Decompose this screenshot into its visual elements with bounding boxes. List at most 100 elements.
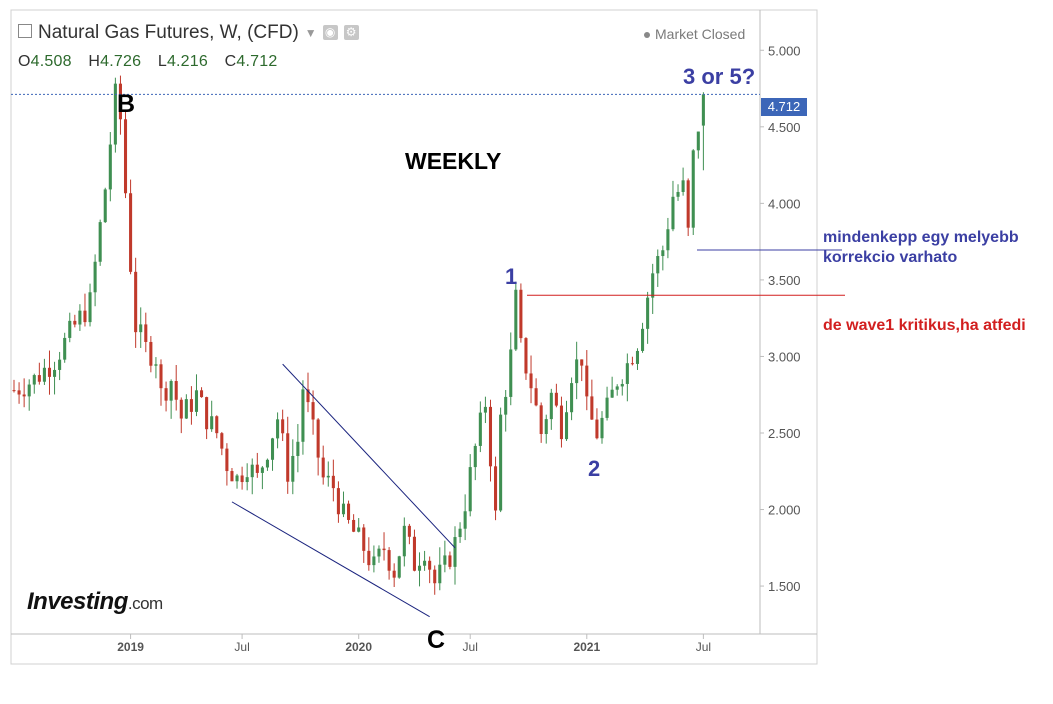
- candle-body: [585, 365, 589, 397]
- candle-body: [42, 367, 46, 382]
- candle-body: [47, 367, 52, 377]
- candle-body: [149, 341, 153, 366]
- candle-body: [488, 406, 493, 467]
- candle-body: [448, 555, 452, 567]
- candle-body: [174, 381, 178, 400]
- candle-body: [200, 390, 204, 398]
- candle-body: [423, 560, 427, 566]
- candle-body: [671, 196, 675, 230]
- annotation-wave-2: 2: [588, 456, 601, 481]
- gear-icon[interactable]: ⚙: [343, 25, 359, 41]
- candle-body: [341, 503, 346, 515]
- annotation-wave-1: 1: [505, 264, 518, 289]
- candle-body: [483, 406, 487, 413]
- candle-body: [93, 261, 97, 293]
- candle-body: [570, 383, 574, 413]
- close-value: 4.712: [236, 53, 278, 70]
- annotation-note-wave1: de wave1 kritikus,ha atfedi: [823, 317, 1026, 334]
- y-tick-label: 4.000: [768, 196, 801, 211]
- candle-body: [463, 511, 467, 529]
- candle-body: [392, 570, 396, 578]
- annotation-wave-3-or-5: 3 or 5?: [683, 64, 756, 89]
- candle-body: [12, 390, 16, 392]
- candle-body: [321, 457, 325, 478]
- candle-body: [590, 396, 594, 420]
- high-value: 4.726: [100, 53, 142, 70]
- candle-body: [189, 399, 193, 412]
- candle-body: [651, 273, 655, 298]
- candle-body: [646, 297, 650, 329]
- candle-body: [468, 467, 472, 512]
- chart-title-row: Natural Gas Futures, W, (CFD) ▼ ◉ ⚙: [18, 22, 359, 44]
- candle-body: [108, 144, 112, 190]
- candle-body: [118, 83, 122, 120]
- candle-body: [544, 419, 548, 435]
- candle-body: [666, 229, 670, 251]
- brand-name: Investing: [27, 588, 128, 615]
- candle-body: [316, 419, 320, 458]
- candle-body: [438, 564, 442, 584]
- candle-body: [443, 555, 447, 565]
- candle-body: [539, 405, 543, 435]
- annotation-c: C: [427, 626, 446, 654]
- candle-body: [225, 448, 229, 472]
- candle-body: [387, 550, 391, 571]
- chevron-down-icon[interactable]: ▼: [304, 25, 317, 40]
- candle-body: [250, 464, 254, 478]
- candle-body: [220, 433, 224, 449]
- candle-body: [331, 475, 335, 489]
- candle-body: [113, 83, 117, 145]
- candle-body: [362, 527, 366, 551]
- candle-body: [367, 550, 371, 566]
- candle-body: [691, 150, 695, 228]
- candle-body: [524, 338, 528, 374]
- candle-body: [575, 359, 579, 384]
- candle-body: [473, 445, 477, 468]
- candle-body: [270, 438, 275, 460]
- x-tick-label: 2020: [345, 640, 372, 654]
- candle-body: [453, 537, 457, 567]
- low-label: L: [157, 53, 167, 70]
- candle-body: [53, 369, 57, 377]
- brand-suffix: .com: [127, 594, 163, 613]
- candle-body: [98, 222, 102, 262]
- candle-body: [681, 180, 685, 192]
- candle-body: [519, 289, 523, 339]
- y-axis-ticks: 1.500 2.000 2.500 3.000 3.500 4.000 4.500 5.000: [760, 43, 801, 594]
- candle-body: [377, 548, 381, 557]
- candle-body: [696, 131, 700, 151]
- candle-body: [301, 389, 305, 442]
- candle-body: [686, 180, 690, 228]
- investing-logo: Investing.com: [27, 588, 163, 616]
- eye-icon[interactable]: ◉: [322, 25, 338, 41]
- candle-body: [554, 392, 558, 406]
- candle-body: [357, 527, 361, 532]
- candle-body: [559, 405, 563, 440]
- candle-body: [630, 363, 634, 365]
- candle-body: [276, 419, 280, 439]
- candle-body: [129, 193, 133, 272]
- x-axis-ticks: 2019 Jul 2020 Jul 2021 Jul: [117, 634, 711, 654]
- y-tick-label: 2.000: [768, 503, 801, 518]
- y-tick-label: 3.000: [768, 349, 801, 364]
- candle-body: [564, 412, 569, 440]
- candle-body: [595, 419, 599, 439]
- candle-body: [347, 503, 351, 520]
- candle-body: [32, 375, 36, 385]
- candle-body: [372, 556, 376, 566]
- y-tick-label: 1.500: [768, 579, 801, 594]
- candle-body: [144, 324, 148, 342]
- candle-body: [169, 381, 173, 401]
- candle-body: [504, 396, 508, 415]
- candle-body: [661, 250, 665, 257]
- candle-body: [286, 433, 290, 482]
- candle-body: [78, 310, 82, 325]
- candle-body: [58, 359, 62, 370]
- candle-body: [580, 359, 584, 366]
- candle-body: [281, 419, 285, 434]
- candles-group: [12, 75, 705, 595]
- square-icon[interactable]: [18, 23, 32, 38]
- candle-body: [336, 488, 340, 515]
